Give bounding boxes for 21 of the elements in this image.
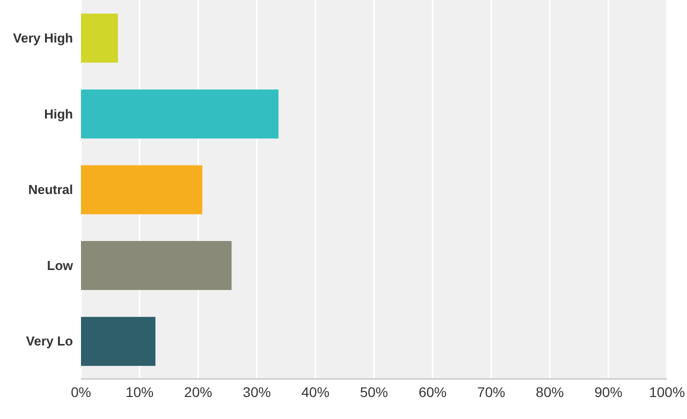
x-tick-label: 70% bbox=[477, 384, 506, 400]
y-tick-label: High bbox=[44, 106, 74, 122]
x-tick-label: 90% bbox=[594, 384, 622, 400]
x-tick-label: 40% bbox=[301, 384, 330, 400]
y-tick-label: Very High bbox=[13, 30, 74, 46]
x-tick-label: 10% bbox=[126, 384, 154, 400]
bar bbox=[81, 316, 156, 366]
bar bbox=[81, 89, 278, 138]
x-tick-label: 30% bbox=[242, 384, 271, 400]
x-tick-label: 20% bbox=[184, 384, 212, 400]
y-tick-label: Neutral bbox=[28, 182, 73, 198]
y-tick-label: Very Lo bbox=[26, 334, 74, 349]
bar bbox=[81, 241, 232, 290]
x-tick-label: 60% bbox=[418, 384, 447, 400]
bar bbox=[81, 14, 118, 63]
x-tick-label: 50% bbox=[360, 384, 388, 400]
x-tick-label: 0% bbox=[70, 384, 92, 400]
x-tick-label: 80% bbox=[536, 384, 564, 400]
y-tick-label: Low bbox=[47, 258, 74, 273]
bar bbox=[81, 165, 202, 214]
x-tick-label: 100% bbox=[649, 384, 685, 400]
